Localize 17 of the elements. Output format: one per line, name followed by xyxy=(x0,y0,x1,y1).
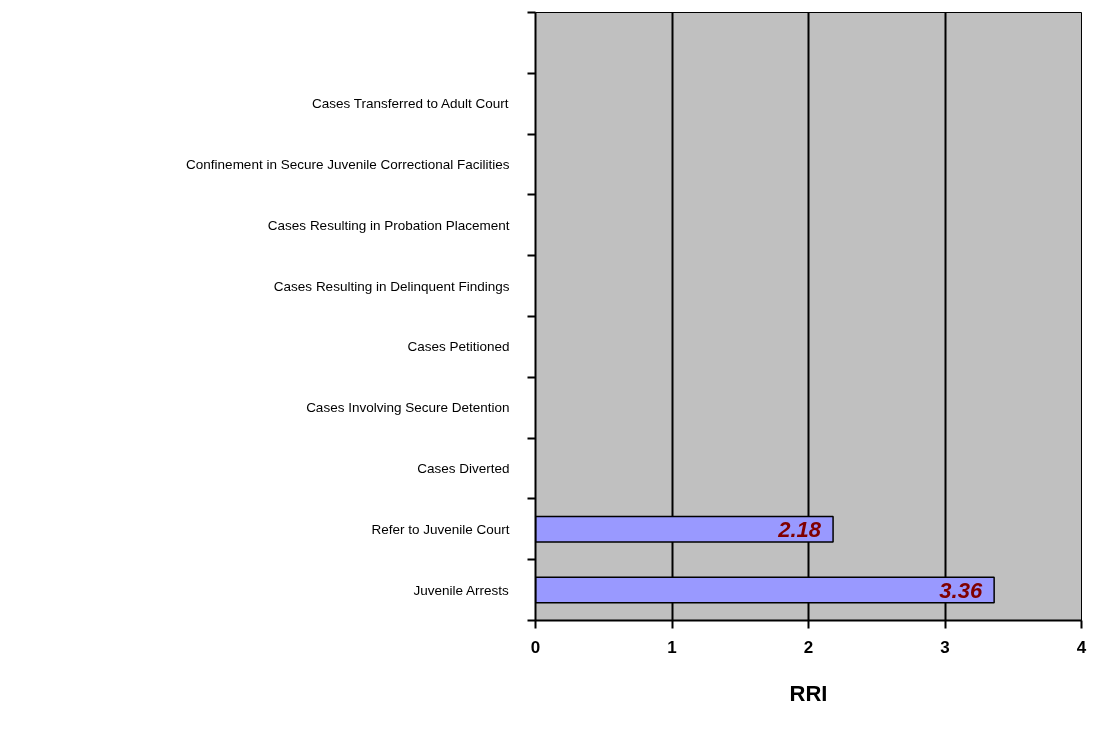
x-tick-label: 1 xyxy=(667,637,677,657)
y-tick-label: Cases Resulting in Delinquent Findings xyxy=(273,278,510,294)
x-tick-label: 3 xyxy=(940,637,950,657)
y-tick-label: Cases Petitioned xyxy=(407,339,510,355)
y-tick-label: Cases Diverted xyxy=(417,461,510,476)
y-tick-label: Confinement in Secure Juvenile Correctional Facilities xyxy=(186,157,510,172)
x-tick-label: 2 xyxy=(803,637,814,657)
y-tick-label: Cases Transferred to Adult Court xyxy=(311,96,509,112)
y-tick-label: Cases Involving Secure Detention xyxy=(306,400,510,416)
x-tick-label: 4 xyxy=(1076,637,1087,657)
data-label: 2.18 xyxy=(777,516,822,542)
x-tick-label: 0 xyxy=(530,637,541,657)
y-tick-label: Refer to Juvenile Court xyxy=(371,521,510,537)
y-tick-label: Juvenile Arrests xyxy=(413,582,510,598)
x-axis-title: RRI xyxy=(789,680,828,706)
y-tick-label: Cases Resulting in Probation Placement xyxy=(267,217,510,233)
data-label: 3.36 xyxy=(939,577,983,603)
